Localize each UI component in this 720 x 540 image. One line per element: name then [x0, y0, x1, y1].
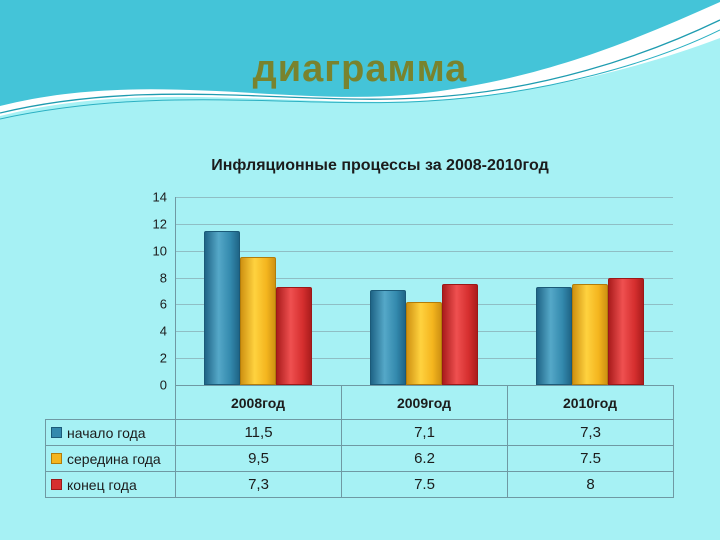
- bar-начало года-2010год: [536, 286, 572, 385]
- legend-swatch-начало года: [51, 427, 62, 438]
- bar-середина года-2008год: [240, 257, 276, 385]
- bar-конец года-2008год: [276, 286, 312, 385]
- legend-cell: середина года: [46, 446, 176, 471]
- y-tick-label-10: 10: [152, 243, 167, 259]
- legend-cell: конец года: [46, 472, 176, 497]
- value-cell-2010год-конец года: 8: [508, 472, 674, 497]
- bar-конец года-2009год: [442, 284, 478, 385]
- legend-swatch-середина года: [51, 453, 62, 464]
- y-axis-line: [175, 197, 176, 419]
- table-row-середина года: середина года 9,5 6.2 7.5: [46, 446, 674, 472]
- category-label-2009год: 2009год: [396, 395, 452, 411]
- value-cell-2008год-конец года: 7,3: [176, 472, 342, 497]
- y-tick-label-8: 8: [159, 270, 167, 286]
- value-cell-2008год-начало года: 11,5: [176, 420, 342, 445]
- legend-label: конец года: [67, 476, 137, 493]
- category-label-2010год: 2010год: [562, 395, 618, 411]
- legend-label: середина года: [67, 450, 161, 467]
- value-cell-2009год-конец года: 7.5: [342, 472, 508, 497]
- decorative-wave-banner: [0, 0, 720, 150]
- bar-конец года-2010год: [608, 277, 644, 385]
- gridline-14: [175, 197, 673, 198]
- y-tick-label-2: 2: [159, 350, 167, 366]
- inflation-bar-chart: Инфляционные процессы за 2008-2010год на…: [45, 155, 675, 505]
- y-tick-label-4: 4: [159, 323, 167, 339]
- y-tick-label-6: 6: [159, 296, 167, 312]
- y-tick-label-12: 12: [152, 216, 167, 232]
- value-cell-2008год-середина года: 9,5: [176, 446, 342, 471]
- chart-data-table: начало года 11,5 7,1 7,3 середина года 9,5 6.2…: [45, 419, 674, 498]
- table-row-конец года: конец года 7,3 7.5 8: [46, 472, 674, 498]
- y-tick-label-0: 0: [159, 377, 167, 393]
- value-cell-2010год-начало года: 7,3: [508, 420, 674, 445]
- category-separator: [341, 385, 342, 419]
- chart-title: Инфляционные процессы за 2008-2010год: [211, 157, 549, 174]
- category-label-2008год: 2008год: [230, 395, 286, 411]
- value-cell-2009год-середина года: 6.2: [342, 446, 508, 471]
- bar-начало года-2008год: [204, 230, 240, 385]
- table-row-начало года: начало года 11,5 7,1 7,3: [46, 420, 674, 446]
- bar-середина года-2009год: [406, 301, 442, 385]
- gridline-8: [175, 277, 673, 279]
- value-cell-2009год-начало года: 7,1: [342, 420, 508, 445]
- category-separator: [507, 385, 508, 419]
- legend-cell: начало года: [46, 420, 176, 445]
- bar-начало года-2009год: [370, 289, 406, 385]
- legend-swatch-конец года: [51, 479, 62, 490]
- y-tick-label-14: 14: [152, 189, 167, 205]
- bar-середина года-2010год: [572, 284, 608, 385]
- legend-label: начало года: [67, 424, 146, 441]
- value-cell-2010год-середина года: 7.5: [508, 446, 674, 471]
- gridline-0: [175, 385, 673, 386]
- gridline-10: [175, 250, 673, 252]
- category-separator: [673, 385, 674, 419]
- slide-title: диаграмма: [252, 48, 468, 90]
- gridline-12: [175, 223, 673, 225]
